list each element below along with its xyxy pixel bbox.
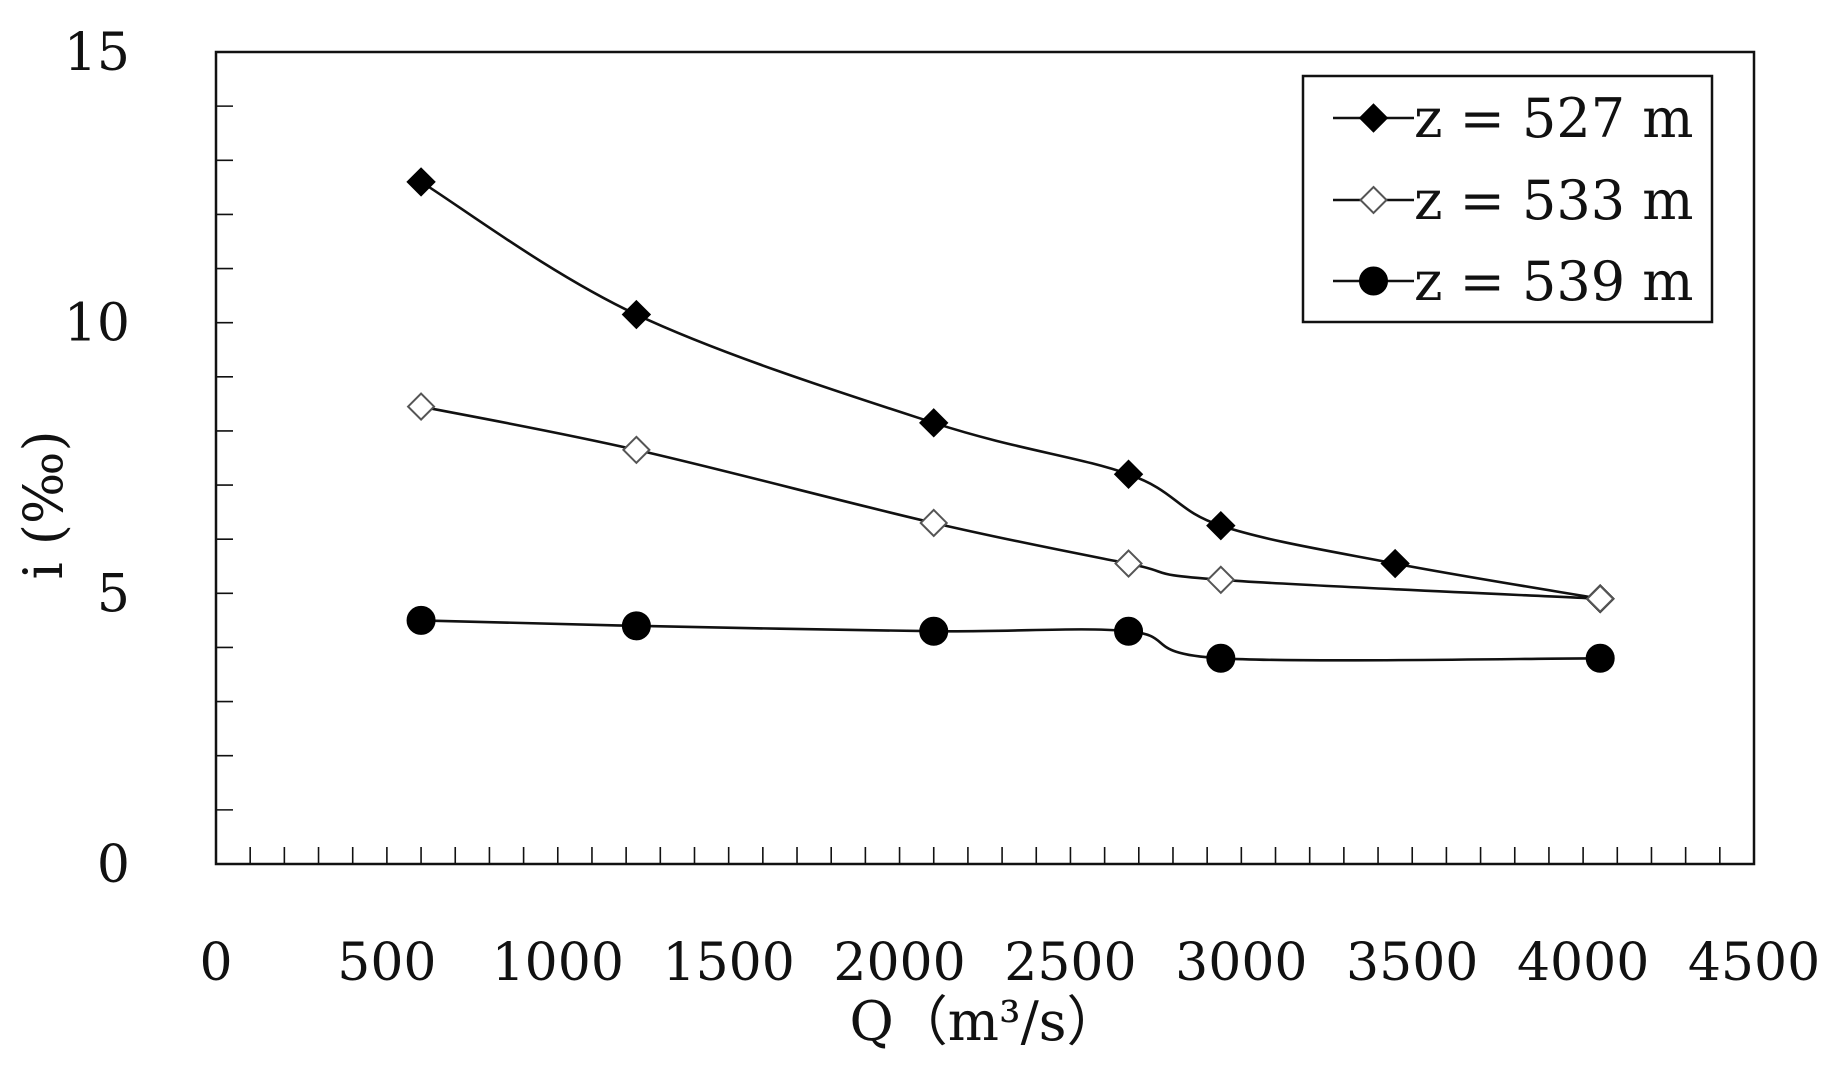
data-point <box>919 508 949 538</box>
x-tick-label: 4000 <box>1517 933 1649 993</box>
data-point <box>1206 565 1236 595</box>
data-point <box>919 616 949 646</box>
legend-marker <box>1359 266 1388 296</box>
data-point <box>1114 549 1143 578</box>
x-tick-label: 1500 <box>662 933 794 993</box>
legend: z = 527 m z = 533 m z = 539 m <box>1301 74 1714 324</box>
y-tick-labels: 0 5 10 15 <box>64 23 130 895</box>
data-point <box>1206 510 1236 541</box>
x-tick-label: 2000 <box>833 933 965 993</box>
x-tick-label: 3500 <box>1346 933 1478 993</box>
data-point <box>406 167 436 197</box>
data-point <box>406 605 436 635</box>
data-point <box>1380 548 1410 579</box>
x-tick-label: 500 <box>337 933 436 993</box>
legend-label: z = 527 m <box>1414 87 1693 150</box>
data-point <box>1585 584 1615 614</box>
y-axis-title: i (‰) <box>12 430 75 579</box>
legend-label: z = 533 m <box>1414 169 1693 232</box>
legend-marker <box>1358 103 1389 133</box>
data-point <box>1206 643 1236 673</box>
x-tick-label: 0 <box>199 933 232 993</box>
minor-ticks <box>216 105 1721 864</box>
x-tick-label: 2500 <box>1004 933 1136 993</box>
x-axis-title: Q（m³/s） <box>849 990 1120 1053</box>
legend-marker <box>1359 185 1388 215</box>
x-tick-labels: 0 500 1000 1500 2000 2500 3000 3500 4000 4500 <box>199 933 1820 993</box>
data-point <box>621 435 651 465</box>
y-tick-label: 0 <box>97 835 130 895</box>
data-point <box>621 611 651 641</box>
series-line-2 <box>420 405 1601 601</box>
series-line-3 <box>421 619 1601 662</box>
x-tick-label: 3000 <box>1175 933 1307 993</box>
x-tick-label: 1000 <box>492 933 624 993</box>
x-tick-label: 4500 <box>1688 933 1820 993</box>
legend-label: z = 539 m <box>1414 250 1693 313</box>
y-tick-label: 10 <box>64 294 130 354</box>
data-point <box>1114 616 1144 646</box>
data-point <box>1585 643 1615 673</box>
data-point <box>1113 459 1144 489</box>
y-tick-label: 5 <box>97 564 130 624</box>
legend-items: z = 527 m z = 533 m z = 539 m <box>1333 87 1693 313</box>
plot-area-frame <box>214 50 1756 866</box>
data-point <box>406 392 436 421</box>
data-point <box>919 408 949 438</box>
y-tick-label: 15 <box>64 23 130 83</box>
data-point <box>621 299 652 330</box>
series-markers <box>406 167 1615 673</box>
